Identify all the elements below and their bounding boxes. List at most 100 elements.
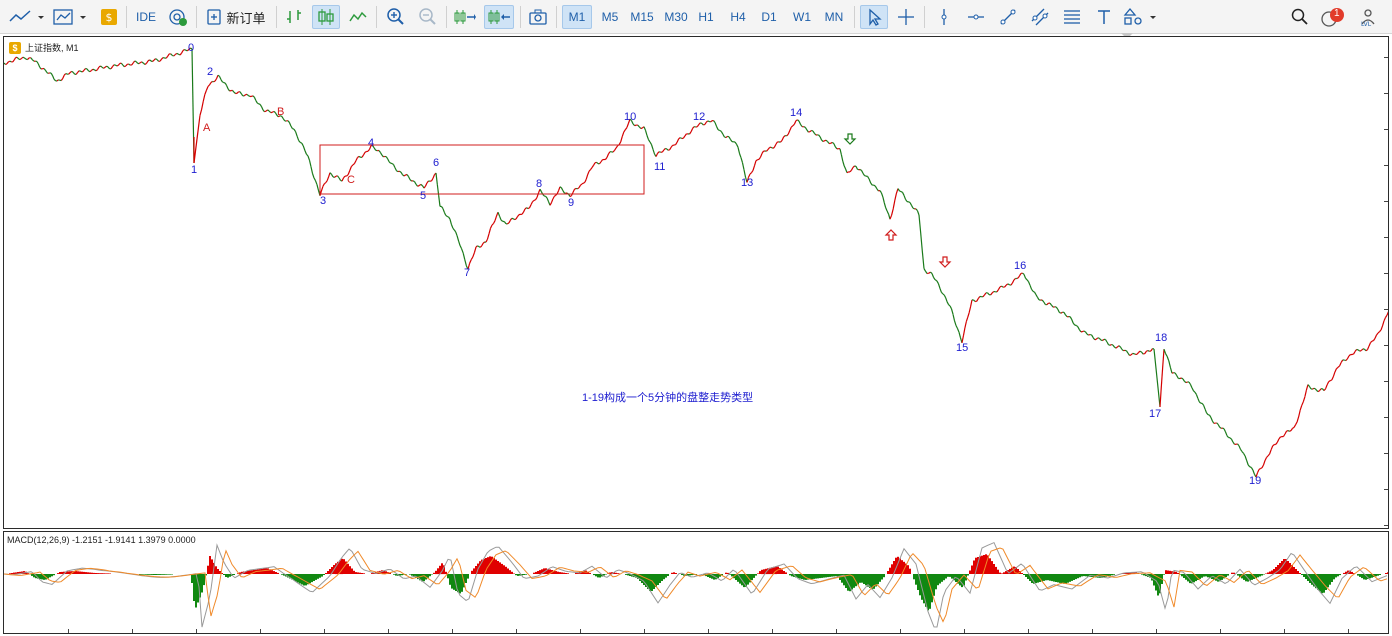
price-segment	[652, 149, 656, 155]
macd-histogram-bar	[581, 571, 583, 574]
macd-histogram-bar	[1287, 561, 1289, 574]
price-segment	[574, 187, 577, 190]
fibonacci-tool-button[interactable]	[1060, 5, 1084, 29]
search-button[interactable]	[1288, 5, 1312, 29]
price-segment	[747, 173, 751, 178]
price-segment	[1075, 324, 1079, 328]
price-segment	[725, 135, 728, 139]
price-segment	[700, 122, 703, 125]
time-tick	[1220, 629, 1221, 633]
zoom-out-button[interactable]	[416, 5, 440, 29]
macd-histogram-bar	[659, 574, 661, 583]
macd-histogram-bar	[39, 574, 41, 579]
macd-histogram-bar	[779, 568, 781, 574]
line-chart-button[interactable]	[346, 5, 370, 29]
macd-histogram-bar	[431, 574, 433, 575]
macd-histogram-bar	[171, 574, 173, 575]
macd-histogram-bar	[321, 574, 323, 577]
timeframe-m30[interactable]: M30	[660, 5, 692, 29]
macd-histogram-bar	[499, 562, 501, 574]
macd-histogram-bar	[725, 572, 727, 574]
price-segment	[128, 63, 131, 66]
shapes-dropdown[interactable]	[1122, 5, 1162, 29]
price-chart[interactable]: $ 上证指数, M1 0 1 2 A B 3 C 4 5 6 7 8 9 10 11 12 13 14 15 16 17…	[3, 36, 1389, 529]
price-segment	[508, 220, 511, 224]
price-segment	[663, 147, 666, 151]
price-chart-canvas[interactable]	[4, 37, 1388, 528]
macd-histogram-bar	[19, 571, 21, 575]
price-segment	[955, 325, 959, 329]
algo-trading-button[interactable]	[166, 5, 190, 29]
price-segment	[572, 189, 576, 193]
screenshot-button[interactable]	[526, 5, 550, 29]
timeframe-w1[interactable]: W1	[789, 5, 815, 29]
zoom-in-button[interactable]	[384, 5, 408, 29]
price-segment	[1326, 381, 1330, 386]
signal-button[interactable]: LVL	[1356, 5, 1380, 29]
macd-histogram-bar	[219, 571, 221, 574]
timeframe-m15[interactable]: M15	[626, 5, 658, 29]
macd-histogram-bar	[1015, 567, 1017, 574]
price-segment	[1343, 359, 1347, 362]
macd-histogram-bar	[53, 574, 55, 576]
price-segment	[885, 207, 888, 212]
macd-histogram-bar	[139, 574, 141, 575]
vertical-line-tool-button[interactable]	[932, 5, 956, 29]
timeframe-h4[interactable]: H4	[726, 5, 750, 29]
price-segment	[1102, 338, 1105, 341]
indicators-dropdown[interactable]	[52, 5, 92, 29]
macd-histogram-bar	[237, 573, 239, 574]
crosshair-tool-button[interactable]	[894, 5, 918, 29]
price-segment	[482, 241, 485, 244]
trend-line-tool-button[interactable]	[996, 5, 1020, 29]
price-segment	[292, 128, 295, 130]
new-order-button[interactable]: 新订单	[202, 5, 270, 29]
price-segment	[372, 145, 375, 149]
cursor-tool-button[interactable]	[860, 5, 888, 29]
timeframe-d1[interactable]: D1	[757, 5, 781, 29]
macd-histogram-bar	[211, 559, 213, 574]
price-segment	[1108, 344, 1111, 346]
consolidation-box[interactable]	[319, 144, 645, 195]
notifications-button[interactable]: 1	[1318, 5, 1348, 29]
macd-histogram-bar	[245, 571, 247, 574]
macd-histogram-bar	[1277, 565, 1279, 574]
wave-label-1: 1	[191, 164, 198, 176]
macd-histogram-bar	[805, 574, 807, 580]
timeframe-mn[interactable]: MN	[820, 5, 848, 29]
macd-histogram-bar	[363, 573, 365, 574]
market-watch-button[interactable]: $	[98, 5, 120, 29]
candlestick-chart-button[interactable]	[312, 5, 340, 29]
price-segment	[767, 147, 771, 150]
price-segment	[528, 204, 532, 209]
macd-histogram-bar	[709, 574, 711, 578]
ide-button[interactable]: IDE	[132, 5, 160, 29]
horizontal-line-tool-button[interactable]	[964, 5, 988, 29]
price-segment	[542, 194, 545, 197]
channel-tool-button[interactable]	[1028, 5, 1052, 29]
macd-histogram-bar	[331, 567, 333, 574]
macd-canvas[interactable]	[4, 532, 1388, 633]
timeframe-h1[interactable]: H1	[694, 5, 718, 29]
chart-shift-button[interactable]	[452, 5, 478, 29]
price-segment	[921, 250, 925, 269]
macd-histogram-bar	[815, 574, 817, 579]
macd-panel[interactable]: MACD(12,26,9) -1.2151 -1.9141 1.3979 0.0…	[3, 531, 1389, 634]
macd-histogram-bar	[535, 571, 537, 574]
timeframe-m1[interactable]: M1	[562, 5, 592, 29]
price-segment	[892, 200, 896, 210]
price-segment	[1063, 312, 1067, 316]
bar-chart-button[interactable]	[282, 5, 306, 29]
text-tool-button[interactable]	[1092, 5, 1116, 29]
price-segment	[855, 166, 858, 170]
price-tick	[1384, 525, 1388, 526]
timeframe-m5[interactable]: M5	[596, 5, 624, 29]
macd-histogram-bar	[1067, 574, 1069, 583]
price-segment	[1223, 428, 1227, 433]
macd-histogram-bar	[595, 574, 597, 577]
price-segment	[1184, 380, 1187, 384]
macd-histogram-bar	[1263, 574, 1265, 575]
price-segment	[194, 138, 198, 152]
autoscroll-button[interactable]	[484, 5, 514, 29]
chart-type-line-dropdown[interactable]	[6, 5, 46, 29]
